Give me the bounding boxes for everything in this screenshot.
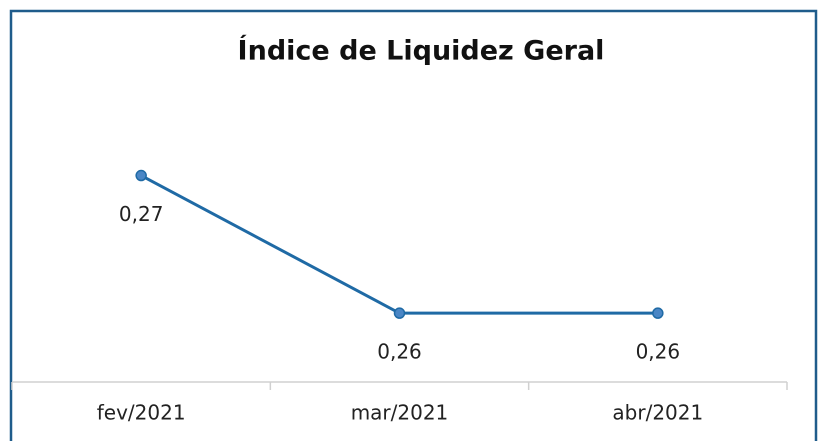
- chart-title: Índice de Liquidez Geral: [238, 35, 605, 67]
- frame: [9, 9, 818, 441]
- data-label: 0,26: [377, 340, 422, 364]
- marker: [135, 169, 147, 182]
- data-label: 0,26: [636, 340, 681, 364]
- x-tick-label: mar/2021: [351, 401, 449, 425]
- data-label: 0,27: [119, 202, 164, 226]
- x-tick-label: fev/2021: [97, 401, 186, 425]
- marker: [652, 307, 664, 319]
- x-tick-label: abr/2021: [612, 401, 703, 425]
- marker: [393, 307, 406, 319]
